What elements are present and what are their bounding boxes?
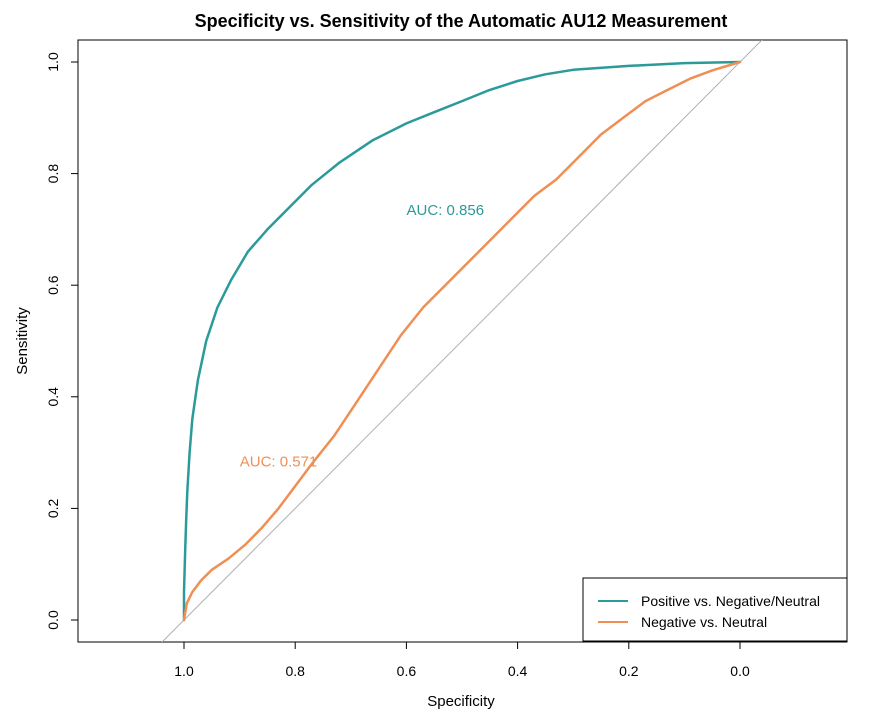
x-axis-label: Specificity bbox=[427, 693, 495, 710]
auc-annotation-2: AUC: 0.571 bbox=[240, 454, 318, 471]
x-tick-label: 0.2 bbox=[619, 663, 639, 679]
x-tick-label: 0.6 bbox=[397, 663, 417, 679]
y-tick-label: 0.2 bbox=[45, 498, 61, 518]
y-tick-label: 0.6 bbox=[45, 275, 61, 295]
legend-label-negative: Negative vs. Neutral bbox=[641, 614, 767, 630]
y-tick-label: 1.0 bbox=[45, 52, 61, 72]
plot-frame bbox=[77, 39, 848, 643]
y-axis-label: Sensitivity bbox=[14, 307, 31, 375]
auc-annotation-1: AUC: 0.856 bbox=[407, 202, 485, 219]
x-tick-label: 0.8 bbox=[285, 663, 305, 679]
reference-diagonal-line bbox=[161, 40, 763, 642]
x-tick-label: 1.0 bbox=[174, 663, 194, 679]
roc-curve-series-1 bbox=[182, 60, 742, 622]
x-tick-label: 0.4 bbox=[508, 663, 528, 679]
y-tick-label: 0.4 bbox=[45, 387, 61, 407]
roc-curve-series-2 bbox=[182, 60, 742, 622]
legend-box bbox=[582, 577, 848, 642]
legend-label-positive: Positive vs. Negative/Neutral bbox=[641, 593, 820, 609]
y-tick-label: 0.8 bbox=[45, 164, 61, 184]
legend: Positive vs. Negative/Neutral Negative v… bbox=[582, 577, 848, 642]
chart-title: Specificity vs. Sensitivity of the Autom… bbox=[195, 11, 728, 31]
x-tick-label: 0.0 bbox=[730, 663, 750, 679]
y-tick-label: 0.0 bbox=[45, 610, 61, 630]
